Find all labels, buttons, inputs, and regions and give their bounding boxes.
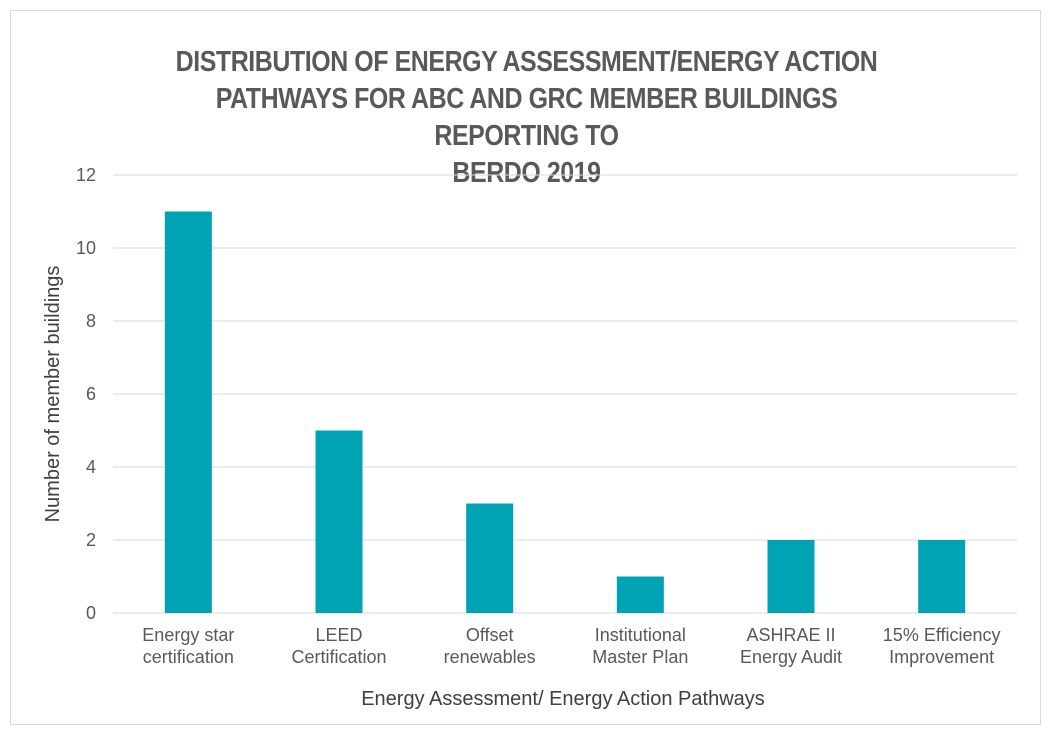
bar (767, 540, 815, 613)
x-category-label: certification (143, 647, 234, 667)
x-category-label: Master Plan (592, 647, 688, 667)
x-category-label: ASHRAE II (746, 625, 835, 645)
y-tick-labels: 0 2 4 6 8 10 12 (76, 165, 96, 623)
y-tick-label: 0 (86, 603, 96, 623)
bar (918, 540, 966, 613)
bar (164, 211, 212, 613)
x-category-label: Offset (466, 625, 514, 645)
x-axis-title: Energy Assessment/ Energy Action Pathway… (361, 688, 765, 710)
bars (164, 211, 966, 613)
y-axis-title: Number of member buildings (42, 266, 64, 523)
y-tick-label: 8 (86, 311, 96, 331)
chart-title-line-2: PATHWAYS FOR ABC AND GRC MEMBER BUILDING… (215, 83, 838, 152)
y-tick-label: 12 (76, 165, 96, 185)
bar (616, 576, 664, 613)
chart-title-line-1: DISTRIBUTION OF ENERGY ASSESSMENT/ENERGY… (175, 46, 878, 78)
x-category-label: Energy star (142, 625, 234, 645)
x-category-label: Energy Audit (740, 647, 842, 667)
x-category-label: renewables (444, 647, 536, 667)
y-tick-label: 10 (76, 238, 96, 258)
y-tick-label: 6 (86, 384, 96, 404)
x-category-label: Improvement (889, 647, 994, 667)
gridlines (113, 174, 1017, 614)
x-category-label: Certification (291, 647, 386, 667)
y-tick-label: 2 (86, 530, 96, 550)
x-category-label: 15% Efficiency (883, 625, 1001, 645)
x-category-label: LEED (315, 625, 362, 645)
chart-title: DISTRIBUTION OF ENERGY ASSESSMENT/ENERGY… (160, 44, 894, 192)
bar (315, 430, 363, 613)
chart-title-line-3: BERDO 2019 (452, 157, 601, 189)
y-tick-label: 4 (86, 457, 96, 477)
bar (466, 503, 514, 613)
x-category-label: Institutional (595, 625, 686, 645)
